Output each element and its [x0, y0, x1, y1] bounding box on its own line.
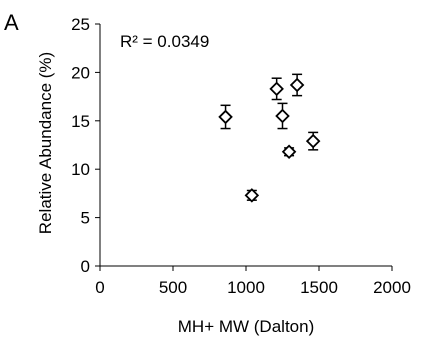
x-tick-label: 1500	[300, 278, 338, 297]
x-tick-label: 2000	[373, 278, 411, 297]
data-point	[275, 102, 290, 130]
diamond-marker	[281, 144, 297, 160]
data-point	[289, 73, 305, 97]
y-tick-label: 5	[81, 209, 90, 228]
y-axis-title: Relative Abundance (%)	[36, 52, 55, 234]
data-points	[218, 73, 321, 203]
data-point	[305, 131, 321, 151]
x-tick-label: 0	[95, 278, 104, 297]
x-tick-label: 500	[159, 278, 187, 297]
r-squared-annotation: R² = 0.0349	[120, 32, 209, 51]
diamond-marker	[269, 81, 284, 97]
y-tick-label: 10	[71, 160, 90, 179]
x-tick-label: 1000	[227, 278, 265, 297]
diamond-marker	[289, 77, 305, 93]
data-point	[281, 144, 297, 160]
data-point	[218, 104, 233, 130]
data-point	[269, 77, 284, 101]
y-tick-label: 15	[71, 112, 90, 131]
y-tick-label: 25	[71, 15, 90, 34]
data-point	[244, 188, 260, 203]
x-axis-title: MH+ MW (Dalton)	[178, 317, 314, 336]
diamond-marker	[218, 109, 233, 125]
y-axis-ticks: 0 5 10 15 20 25	[71, 15, 100, 276]
y-tick-label: 20	[71, 63, 90, 82]
diamond-marker	[305, 133, 321, 149]
y-tick-label: 0	[81, 257, 90, 276]
diamond-marker	[244, 188, 260, 203]
panel-label: A	[4, 10, 19, 35]
x-axis-ticks: 0 500 1000 1500 2000	[95, 266, 411, 297]
diamond-marker	[275, 108, 290, 124]
